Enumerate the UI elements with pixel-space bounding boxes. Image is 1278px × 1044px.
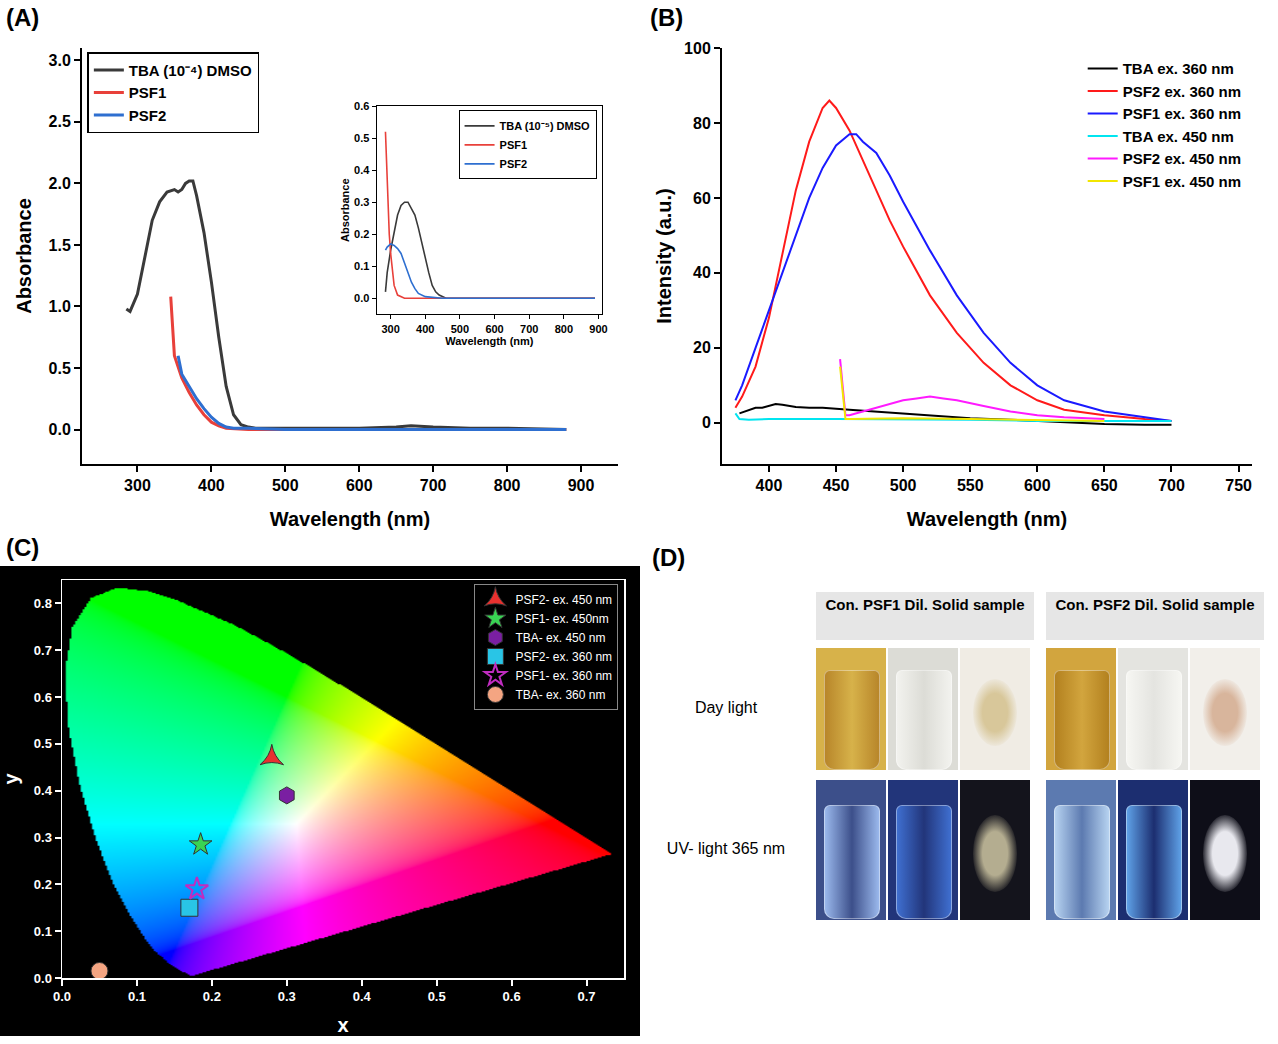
- svg-text:0.3: 0.3: [278, 989, 296, 1004]
- svg-text:0.5: 0.5: [428, 989, 446, 1004]
- svg-text:700: 700: [420, 477, 447, 494]
- svg-text:PSF1 ex. 450 nm: PSF1 ex. 450 nm: [1123, 173, 1241, 190]
- svg-text:y: y: [0, 773, 22, 785]
- svg-text:0.0: 0.0: [34, 971, 52, 986]
- svg-text:TBA (10⁻⁵) DMSO: TBA (10⁻⁵) DMSO: [500, 120, 590, 132]
- svg-text:300: 300: [124, 477, 151, 494]
- html-text:(D): (D): [652, 544, 686, 571]
- svg-text:Wavelength (nm): Wavelength (nm): [270, 508, 430, 530]
- svg-text:800: 800: [494, 477, 521, 494]
- svg-text:20: 20: [693, 339, 711, 356]
- svg-text:PSF2: PSF2: [500, 158, 528, 170]
- svg-text:800: 800: [555, 323, 573, 335]
- svg-text:450: 450: [823, 477, 850, 494]
- svg-text:0.2: 0.2: [34, 877, 52, 892]
- svg-text:0.6: 0.6: [503, 989, 521, 1004]
- svg-text:PSF1- ex. 450nm: PSF1- ex. 450nm: [515, 612, 608, 626]
- svg-text:PSF2 ex. 360 nm: PSF2 ex. 360 nm: [1123, 83, 1241, 100]
- svg-text:60: 60: [693, 190, 711, 207]
- svg-text:500: 500: [451, 323, 469, 335]
- svg-text:40: 40: [693, 264, 711, 281]
- svg-text:0.7: 0.7: [577, 989, 595, 1004]
- svg-text:900: 900: [568, 477, 595, 494]
- svg-text:1.0: 1.0: [49, 298, 71, 315]
- svg-text:2.5: 2.5: [49, 113, 71, 130]
- svg-text:PSF2- ex. 360 nm: PSF2- ex. 360 nm: [515, 650, 612, 664]
- svg-text:0.1: 0.1: [354, 260, 369, 272]
- svg-text:TBA- ex. 450 nm: TBA- ex. 450 nm: [515, 631, 605, 645]
- svg-text:PSF2- ex. 450 nm: PSF2- ex. 450 nm: [515, 593, 612, 607]
- html-text:Con. PSF2 Dil. Solid sample: Con. PSF2 Dil. Solid sample: [1055, 596, 1255, 613]
- svg-text:900: 900: [589, 323, 607, 335]
- svg-text:0.6: 0.6: [34, 690, 52, 705]
- svg-text:x: x: [337, 1014, 348, 1036]
- svg-text:0: 0: [702, 414, 711, 431]
- svg-text:650: 650: [1091, 477, 1118, 494]
- svg-text:0.5: 0.5: [49, 360, 71, 377]
- svg-text:0.5: 0.5: [354, 132, 369, 144]
- svg-text:0.0: 0.0: [53, 989, 71, 1004]
- svg-text:600: 600: [346, 477, 373, 494]
- svg-text:Intensity (a.u.): Intensity (a.u.): [653, 188, 675, 324]
- svg-text:Absorbance: Absorbance: [13, 198, 35, 314]
- svg-text:0.5: 0.5: [34, 736, 52, 751]
- svg-text:3.0: 3.0: [49, 52, 71, 69]
- html-text:Con. PSF1 Dil. Solid sample: Con. PSF1 Dil. Solid sample: [825, 596, 1025, 613]
- svg-text:750: 750: [1225, 477, 1252, 494]
- svg-text:400: 400: [416, 323, 434, 335]
- svg-text:PSF2 ex. 450 nm: PSF2 ex. 450 nm: [1123, 150, 1241, 167]
- svg-text:400: 400: [756, 477, 783, 494]
- svg-text:0.6: 0.6: [354, 100, 369, 112]
- svg-text:TBA (10⁻⁴) DMSO: TBA (10⁻⁴) DMSO: [129, 62, 252, 79]
- svg-text:0.0: 0.0: [354, 292, 369, 304]
- svg-text:PSF1- ex. 360 nm: PSF1- ex. 360 nm: [515, 669, 612, 683]
- svg-text:80: 80: [693, 115, 711, 132]
- svg-text:550: 550: [957, 477, 984, 494]
- svg-text:500: 500: [890, 477, 917, 494]
- svg-text:0.1: 0.1: [128, 989, 146, 1004]
- svg-text:500: 500: [272, 477, 299, 494]
- svg-text:0.4: 0.4: [34, 783, 53, 798]
- svg-text:700: 700: [520, 323, 538, 335]
- svg-text:0.7: 0.7: [34, 643, 52, 658]
- svg-text:TBA ex. 360 nm: TBA ex. 360 nm: [1123, 60, 1234, 77]
- html-text:Day light: Day light: [694, 699, 758, 716]
- svg-text:300: 300: [381, 323, 399, 335]
- svg-text:0.4: 0.4: [353, 989, 372, 1004]
- svg-text:100: 100: [684, 40, 711, 57]
- svg-text:1.5: 1.5: [49, 237, 71, 254]
- svg-text:Wavelength (nm): Wavelength (nm): [907, 508, 1067, 530]
- svg-text:700: 700: [1158, 477, 1185, 494]
- svg-text:Absorbance: Absorbance: [339, 178, 351, 242]
- html-text:UV- light 365 nm: UV- light 365 nm: [666, 840, 786, 857]
- svg-text:0.8: 0.8: [34, 596, 52, 611]
- html-text:(A): (A): [6, 4, 40, 31]
- svg-text:0.2: 0.2: [354, 228, 369, 240]
- svg-text:PSF1: PSF1: [500, 139, 528, 151]
- svg-text:0.0: 0.0: [49, 421, 71, 438]
- svg-text:TBA ex. 450 nm: TBA ex. 450 nm: [1123, 128, 1234, 145]
- svg-text:0.3: 0.3: [34, 830, 52, 845]
- svg-text:0.1: 0.1: [34, 924, 52, 939]
- svg-text:PSF2: PSF2: [129, 107, 167, 124]
- svg-text:PSF1: PSF1: [129, 84, 167, 101]
- html-text:(C): (C): [6, 534, 40, 561]
- svg-text:600: 600: [485, 323, 503, 335]
- svg-text:400: 400: [198, 477, 225, 494]
- svg-text:0.4: 0.4: [354, 164, 370, 176]
- svg-text:600: 600: [1024, 477, 1051, 494]
- svg-text:PSF1 ex. 360 nm: PSF1 ex. 360 nm: [1123, 105, 1241, 122]
- svg-text:Wavelength (nm): Wavelength (nm): [445, 335, 534, 347]
- svg-text:0.3: 0.3: [354, 196, 369, 208]
- svg-text:TBA- ex. 360 nm: TBA- ex. 360 nm: [515, 688, 605, 702]
- svg-text:2.0: 2.0: [49, 175, 71, 192]
- html-text:(B): (B): [650, 4, 684, 31]
- svg-text:0.2: 0.2: [203, 989, 221, 1004]
